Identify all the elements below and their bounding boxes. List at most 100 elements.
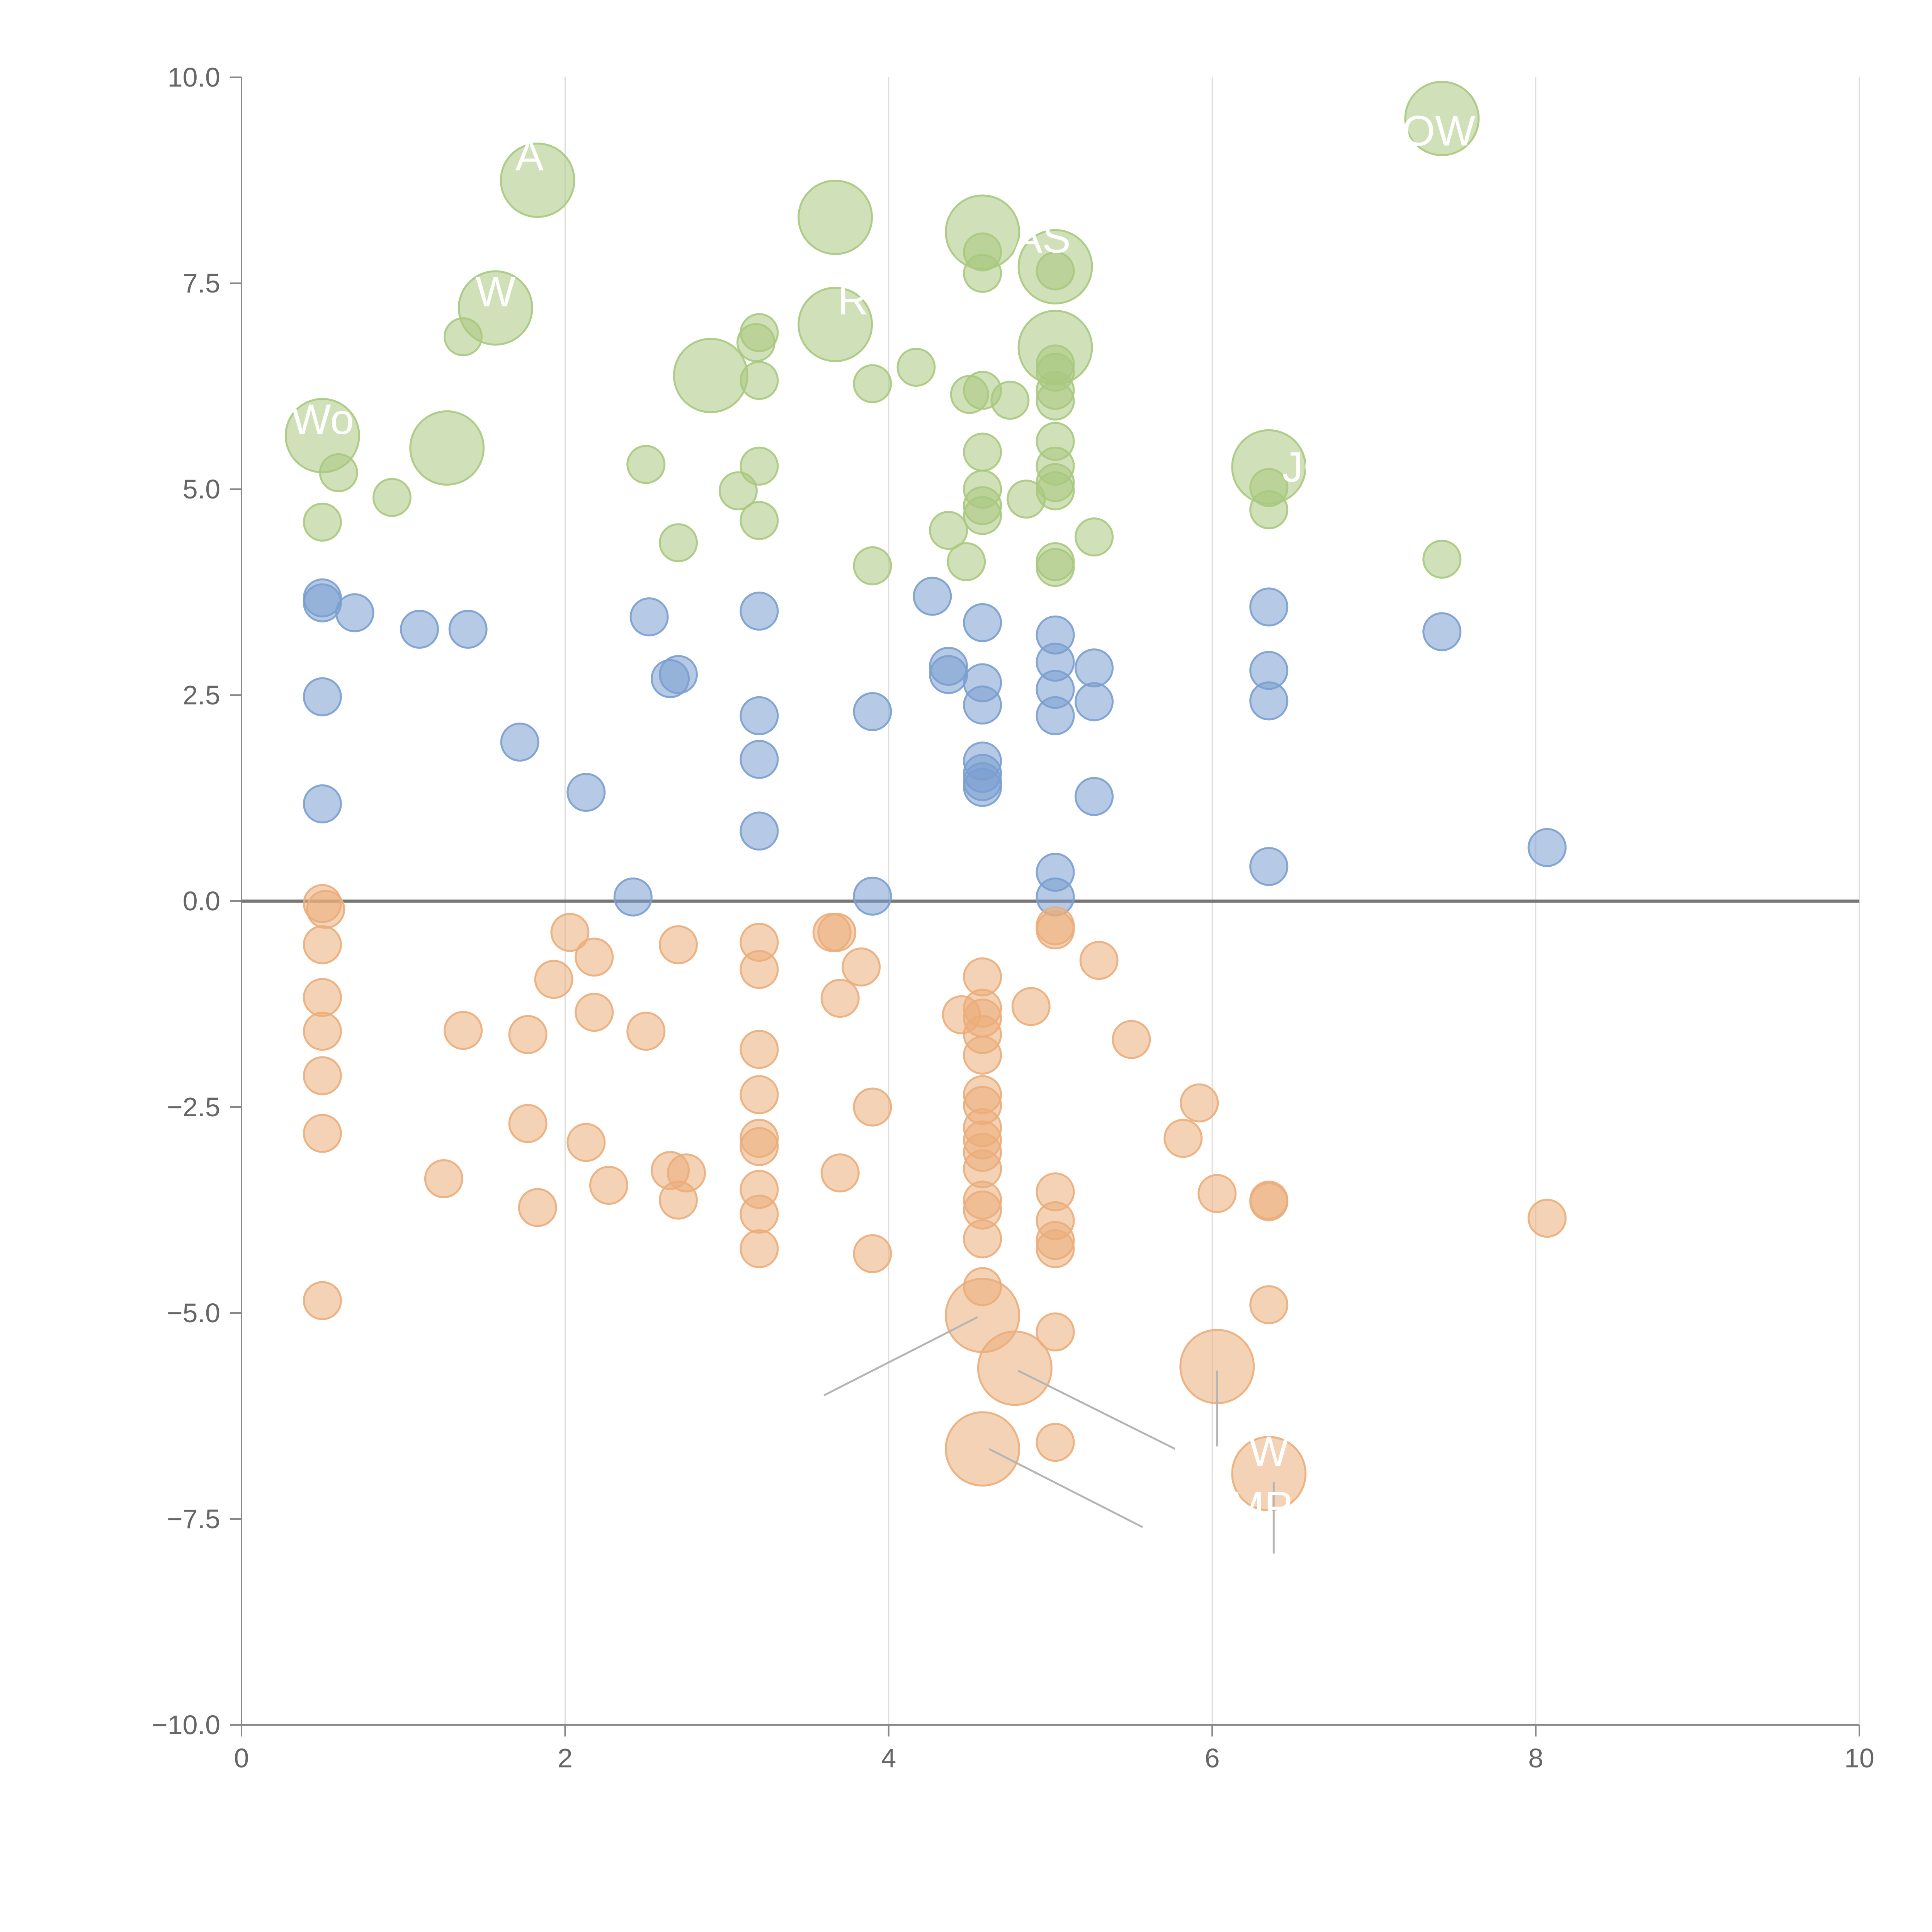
bubble-label: MP [1229, 1483, 1293, 1531]
blue-point [1249, 587, 1289, 627]
blue-point [303, 784, 342, 823]
orange-point [740, 950, 779, 989]
orange-point [303, 978, 342, 1017]
green-point [963, 253, 1002, 293]
orange-point [1231, 1436, 1307, 1512]
blue-point [448, 609, 488, 649]
orange-point [1163, 1119, 1203, 1158]
bubble-labels: Wo W A AS R JO OW W MP [291, 107, 1475, 1531]
orange-point [1036, 1312, 1075, 1352]
orange-point [303, 1056, 342, 1095]
orange-point [740, 1127, 779, 1166]
orange-point [1036, 910, 1075, 950]
orange-point [740, 1194, 779, 1234]
green-point [896, 347, 936, 387]
orange-point [740, 1075, 779, 1114]
blue-point [740, 811, 779, 851]
orange-point [589, 1166, 628, 1205]
blue-point [740, 740, 779, 779]
bubble-label: R [838, 276, 868, 324]
blue-point [1527, 828, 1567, 867]
green-point [319, 453, 358, 492]
orange-point [945, 1411, 1020, 1487]
orange-point [740, 1229, 779, 1269]
green-point [372, 478, 412, 517]
blue-point [913, 577, 952, 616]
bubble-label: Wo [291, 396, 354, 443]
green-point [1036, 471, 1075, 510]
green-point [929, 511, 968, 550]
bubble-label: JO [1282, 443, 1337, 491]
blue-point [613, 877, 653, 917]
blue-point [303, 677, 342, 716]
green-point [1036, 251, 1075, 291]
green-point [303, 502, 342, 542]
blue-point [1422, 612, 1462, 651]
bubble-label: AS [1014, 214, 1071, 262]
blue-point [853, 876, 892, 916]
x-tick-label: 10 [1844, 1743, 1874, 1773]
orange-point [303, 1281, 342, 1320]
green-point [798, 287, 873, 362]
orange-point [444, 1011, 483, 1050]
orange-point [963, 1219, 1002, 1259]
green-point [658, 523, 698, 563]
orange-point [667, 1153, 706, 1193]
green-point [736, 323, 776, 362]
x-tick-label: 6 [1205, 1743, 1220, 1773]
orange-point [817, 913, 857, 952]
green-point [947, 542, 986, 582]
orange-point [1249, 1182, 1289, 1221]
blue-point [1075, 682, 1114, 721]
y-tick-label: −7.5 [167, 1504, 220, 1534]
orange-point [550, 913, 590, 952]
leader-line [988, 1448, 1143, 1528]
orange-point [1011, 987, 1051, 1026]
blue-point [963, 768, 1002, 807]
orange-point [853, 1234, 892, 1273]
green-point [740, 501, 779, 540]
orange-point [1527, 1199, 1567, 1238]
blue-point [400, 609, 439, 649]
orange-point [508, 1015, 548, 1054]
orange-point [518, 1188, 557, 1227]
bubble-label: OW [1402, 107, 1476, 155]
bubble-label: W [475, 268, 515, 315]
orange-point [1036, 1229, 1075, 1269]
y-tick-label: 10.0 [168, 62, 220, 92]
green-point [500, 143, 575, 218]
x-tick-label: 8 [1528, 1743, 1543, 1773]
y-tick-label: −10.0 [152, 1710, 220, 1740]
orange-point [820, 1153, 860, 1193]
green-point [457, 270, 533, 346]
green-point [1036, 548, 1075, 587]
orange-point [575, 993, 614, 1032]
blue-point [963, 685, 1002, 725]
green-point [1249, 490, 1289, 529]
green-point [673, 338, 748, 413]
orange-point [575, 937, 614, 977]
orange-point [424, 1159, 463, 1198]
y-tick-label: 0.0 [183, 886, 220, 916]
green-point [963, 496, 1002, 535]
green-point [1422, 539, 1462, 579]
orange-point [1036, 1423, 1075, 1462]
orange-point [842, 947, 881, 987]
green-point [1036, 381, 1075, 421]
leader-lines [823, 1316, 1275, 1554]
orange-point [853, 1087, 892, 1127]
green-point [963, 432, 1002, 472]
orange-point [534, 960, 573, 999]
orange-point [977, 1330, 1053, 1406]
leader-line [823, 1316, 978, 1396]
green-point [626, 445, 666, 484]
blue-point [1075, 777, 1114, 816]
blue-point [853, 692, 892, 731]
orange-point [303, 925, 342, 964]
x-tick-label: 0 [234, 1743, 249, 1773]
blue-point [1249, 681, 1289, 721]
x-tick-label: 4 [881, 1743, 896, 1773]
orange-point [508, 1104, 548, 1143]
y-tick-label: −2.5 [167, 1092, 220, 1122]
axes [230, 77, 1860, 1736]
